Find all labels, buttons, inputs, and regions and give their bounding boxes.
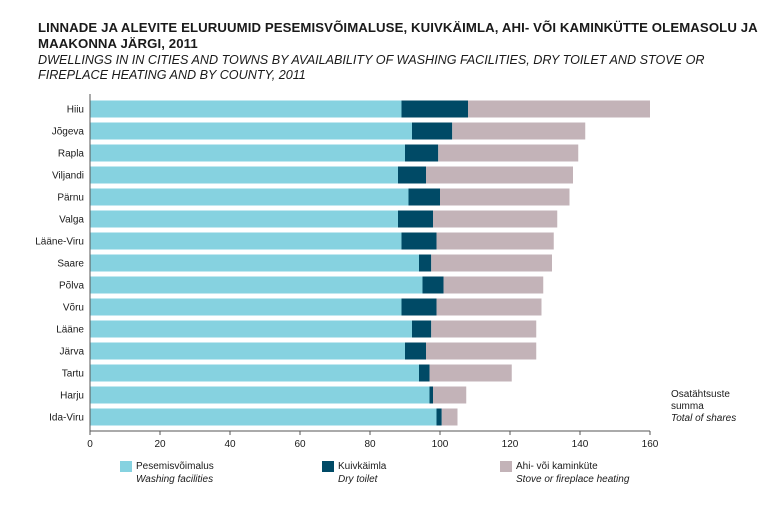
bar-washing-polva (90, 276, 423, 294)
total-of-shares-label: Osatähtsuste summa Total of shares (671, 389, 736, 425)
bar-washing-laane (90, 320, 412, 338)
bar-stove-saare (431, 254, 552, 272)
bar-stove-laane (431, 320, 537, 338)
legend-swatch-dry-toilet (322, 461, 334, 472)
category-label-laane-viru: Lääne-Viru (35, 237, 84, 248)
bar-washing-rapla (90, 144, 405, 162)
chart-title-english: DWELLINGS IN IN CITIES AND TOWNS BY AVAI… (38, 53, 705, 82)
bar-dry-toilet-harju (429, 386, 433, 404)
chart-title-block: LINNADE JA ALEVITE ELURUUMID PESEMISVÕIM… (38, 20, 758, 83)
legend-label-dry-toilet-en: Dry toilet (338, 474, 378, 485)
x-tick-label-100: 100 (432, 439, 449, 450)
legend-label-dry-toilet-et: Kuivkäimla (338, 461, 387, 472)
legend-item-washing: Pesemisvõimalus Washing facilities (120, 460, 214, 486)
chart-title-estonian: LINNADE JA ALEVITE ELURUUMID PESEMISVÕIM… (38, 20, 758, 51)
bar-stove-valga (433, 210, 558, 228)
category-label-harju: Harju (60, 391, 84, 402)
x-tick-label-140: 140 (572, 439, 589, 450)
bar-washing-valga (90, 210, 398, 228)
bar-dry-toilet-hiiu (401, 100, 468, 118)
category-label-viljandi: Viljandi (52, 171, 84, 182)
bar-dry-toilet-laane-viru (401, 232, 437, 250)
bar-stove-laane-viru (436, 232, 554, 250)
category-label-laane: Lääne (56, 325, 84, 336)
bar-dry-toilet-laane (412, 320, 432, 338)
category-label-jogeva: Jõgeva (52, 127, 85, 138)
legend-label-washing-et: Pesemisvõimalus (136, 461, 214, 472)
bar-stove-jogeva (452, 122, 586, 140)
x-tick-label-20: 20 (154, 439, 166, 450)
total-label-english: Total of shares (671, 413, 737, 424)
category-label-hiiu: Hiiu (67, 105, 84, 116)
bar-washing-parnu (90, 188, 409, 206)
category-label-jarva: Järva (60, 347, 85, 358)
bar-dry-toilet-viljandi (398, 166, 426, 184)
x-tick-label-40: 40 (224, 439, 236, 450)
bar-dry-toilet-rapla (405, 144, 439, 162)
bar-stove-parnu (440, 188, 570, 206)
bar-dry-toilet-voru (401, 298, 437, 316)
bar-washing-viljandi (90, 166, 398, 184)
bar-washing-jogeva (90, 122, 412, 140)
legend-swatch-stove (500, 461, 512, 472)
bar-stove-polva (443, 276, 544, 294)
x-tick-label-0: 0 (87, 439, 93, 450)
legend-item-dry-toilet: Kuivkäimla Dry toilet (322, 460, 386, 486)
bar-washing-voru (90, 298, 402, 316)
bar-washing-saare (90, 254, 419, 272)
category-label-saare: Saare (57, 259, 84, 270)
category-label-valga: Valga (59, 215, 84, 226)
bar-stove-viljandi (426, 166, 573, 184)
category-label-ida-viru: Ida-Viru (49, 413, 84, 424)
category-label-rapla: Rapla (58, 149, 85, 160)
total-label-et-line1: Osatähtsuste (671, 389, 730, 400)
bar-dry-toilet-tartu (419, 364, 430, 382)
bar-stove-ida-viru (441, 408, 458, 426)
bar-dry-toilet-saare (419, 254, 432, 272)
bar-stove-rapla (438, 144, 579, 162)
bar-dry-toilet-polva (422, 276, 444, 294)
legend-label-stove-et: Ahi- või kaminküte (516, 461, 598, 472)
category-label-parnu: Pärnu (57, 193, 84, 204)
legend-item-stove: Ahi- või kaminküte Stove or fireplace he… (500, 460, 629, 486)
bar-stove-jarva (426, 342, 537, 360)
bar-stove-hiiu (468, 100, 650, 118)
legend-swatch-washing (120, 461, 132, 472)
bar-dry-toilet-jogeva (412, 122, 453, 140)
bar-stove-tartu (429, 364, 512, 382)
x-tick-label-120: 120 (502, 439, 519, 450)
bar-dry-toilet-jarva (405, 342, 426, 360)
bar-washing-tartu (90, 364, 419, 382)
category-label-polva: Põlva (59, 281, 84, 292)
total-label-et-line2: summa (671, 401, 704, 412)
bar-dry-toilet-ida-viru (436, 408, 442, 426)
bar-washing-harju (90, 386, 430, 404)
x-tick-label-60: 60 (294, 439, 306, 450)
x-tick-label-160: 160 (642, 439, 659, 450)
category-label-voru: Võru (63, 303, 84, 314)
bar-stove-harju (433, 386, 467, 404)
bar-washing-laane-viru (90, 232, 402, 250)
bar-stove-voru (436, 298, 542, 316)
x-tick-label-80: 80 (364, 439, 376, 450)
bar-dry-toilet-valga (398, 210, 433, 228)
category-label-tartu: Tartu (62, 369, 84, 380)
bar-washing-hiiu (90, 100, 402, 118)
bar-dry-toilet-parnu (408, 188, 440, 206)
legend-label-stove-en: Stove or fireplace heating (516, 474, 630, 485)
legend-label-washing-en: Washing facilities (136, 474, 214, 485)
bar-washing-ida-viru (90, 408, 437, 426)
bar-washing-jarva (90, 342, 405, 360)
